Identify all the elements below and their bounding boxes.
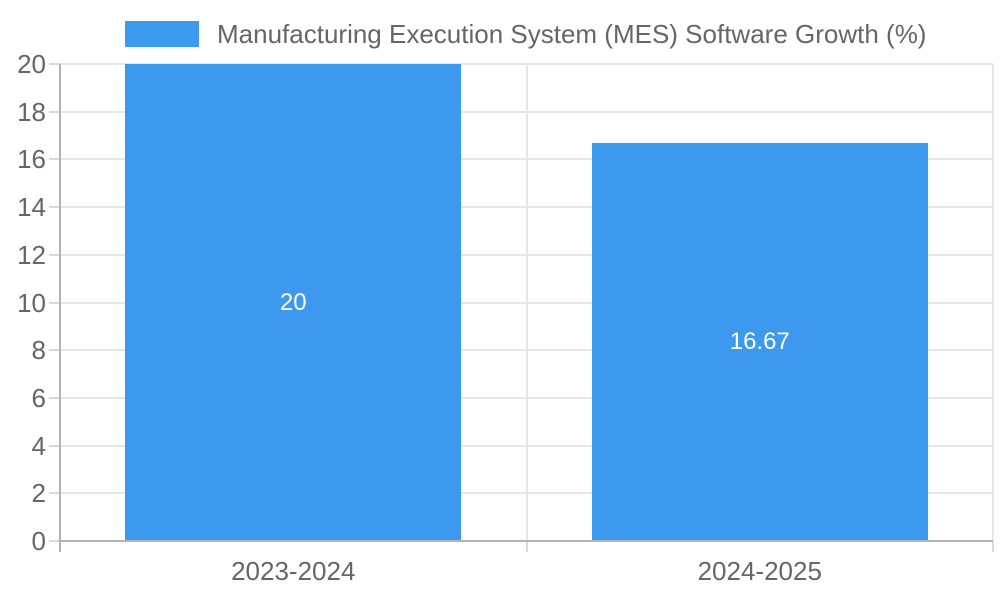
y-tick-mark: [49, 110, 60, 113]
x-tick-mark: [526, 542, 528, 552]
y-tick-label: 0: [31, 526, 46, 556]
y-tick-mark: [49, 301, 60, 304]
bar-2024-2025[interactable]: [592, 143, 928, 541]
bar-value-label: 20: [279, 288, 307, 316]
y-tick-mark: [49, 158, 60, 161]
y-tick-mark: [49, 206, 60, 209]
y-tick-label: 16: [17, 144, 46, 175]
y-tick-label: 4: [31, 430, 46, 461]
y-tick-label: 14: [17, 192, 46, 223]
x-axis-line: [59, 540, 993, 542]
bar-value-label: 16.67: [729, 328, 790, 356]
y-tick-label: 18: [17, 96, 46, 127]
x-tick-mark: [992, 542, 994, 552]
legend-label: Manufacturing Execution System (MES) Sof…: [217, 19, 927, 49]
y-tick-mark: [49, 540, 60, 542]
y-tick-label: 12: [17, 239, 46, 270]
v-gridline: [526, 64, 528, 541]
bar-2023-2024[interactable]: [125, 64, 461, 541]
y-tick-label: 10: [17, 287, 46, 318]
y-tick-mark: [49, 444, 60, 447]
x-tick-label: 2024-2025: [697, 556, 822, 586]
y-tick-label: 6: [31, 382, 46, 413]
y-tick-mark: [49, 349, 60, 352]
y-tick-label: 2: [31, 478, 46, 509]
y-tick-label: 20: [17, 49, 46, 79]
y-tick-mark: [49, 253, 60, 256]
y-tick-mark: [49, 396, 60, 399]
y-tick-label: 8: [31, 335, 46, 366]
v-gridline: [992, 64, 994, 541]
y-tick-mark: [49, 63, 60, 65]
y-axis-line: [59, 64, 61, 552]
chart-legend[interactable]: Manufacturing Execution System (MES) Sof…: [125, 21, 926, 47]
x-tick-label: 2023-2024: [231, 556, 356, 586]
y-tick-mark: [49, 492, 60, 495]
legend-swatch-icon: [125, 21, 199, 47]
